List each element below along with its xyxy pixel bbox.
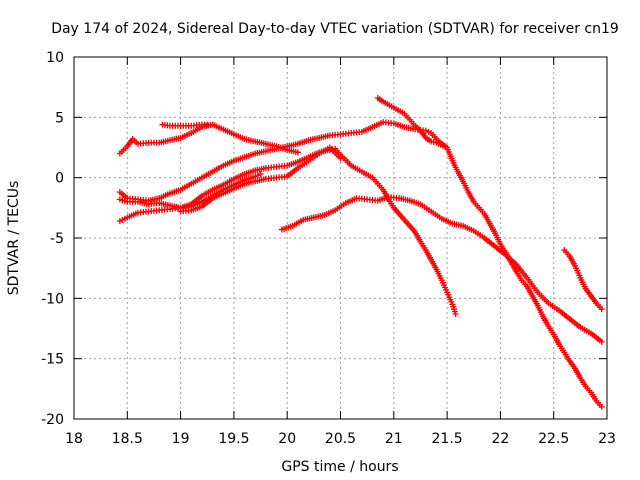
series-track-e (116, 145, 459, 318)
data-point (425, 128, 432, 135)
data-series (116, 95, 605, 410)
axis-ticks (73, 56, 608, 420)
y-tick-label: -15 (41, 352, 64, 368)
series-track-f (116, 171, 264, 225)
y-tick-label: -5 (50, 231, 64, 247)
x-axis-label: GPS time / hours (281, 459, 398, 475)
data-point (257, 171, 264, 178)
data-point (337, 155, 344, 162)
y-tick-label: 10 (46, 50, 64, 66)
x-tick-label: 22.5 (538, 431, 569, 447)
data-point (294, 149, 301, 156)
data-point (204, 121, 211, 128)
series-track-d (374, 95, 605, 410)
grid (74, 57, 607, 419)
series-track-c (116, 119, 451, 204)
x-tick-label: 20 (278, 431, 296, 447)
x-tick-label: 21.5 (432, 431, 463, 447)
series-track-g (177, 144, 344, 215)
y-tick-label: -20 (41, 412, 64, 428)
x-tick-labels: 18 18.5 19 19.5 20 20.5 21 21.5 22 22.5 23 (65, 431, 616, 447)
y-tick-label: -10 (41, 291, 64, 307)
series-track-h (278, 193, 605, 345)
x-tick-label: 18 (65, 431, 83, 447)
x-tick-label: 19.5 (218, 431, 249, 447)
x-tick-label: 22 (491, 431, 509, 447)
data-point (598, 338, 605, 345)
data-point (598, 403, 605, 410)
series-track-i (561, 247, 605, 313)
x-tick-label: 21 (385, 431, 403, 447)
x-tick-label: 18.5 (112, 431, 143, 447)
x-tick-label: 19 (172, 431, 190, 447)
data-point (452, 311, 459, 318)
series-track-a (116, 121, 301, 157)
data-point (598, 306, 605, 313)
y-tick-label: 0 (55, 171, 64, 187)
y-tick-label: 5 (55, 110, 64, 126)
data-point (422, 127, 429, 134)
chart-title: Day 174 of 2024, Sidereal Day-to-day VTE… (51, 21, 619, 37)
y-axis-label: SDTVAR / TECUs (6, 181, 22, 296)
y-tick-labels: 10 5 0 -5 -10 -15 -20 (41, 50, 64, 428)
series-track-b (159, 121, 211, 129)
x-tick-label: 23 (598, 431, 616, 447)
data-point (254, 172, 261, 179)
x-tick-label: 20.5 (325, 431, 356, 447)
